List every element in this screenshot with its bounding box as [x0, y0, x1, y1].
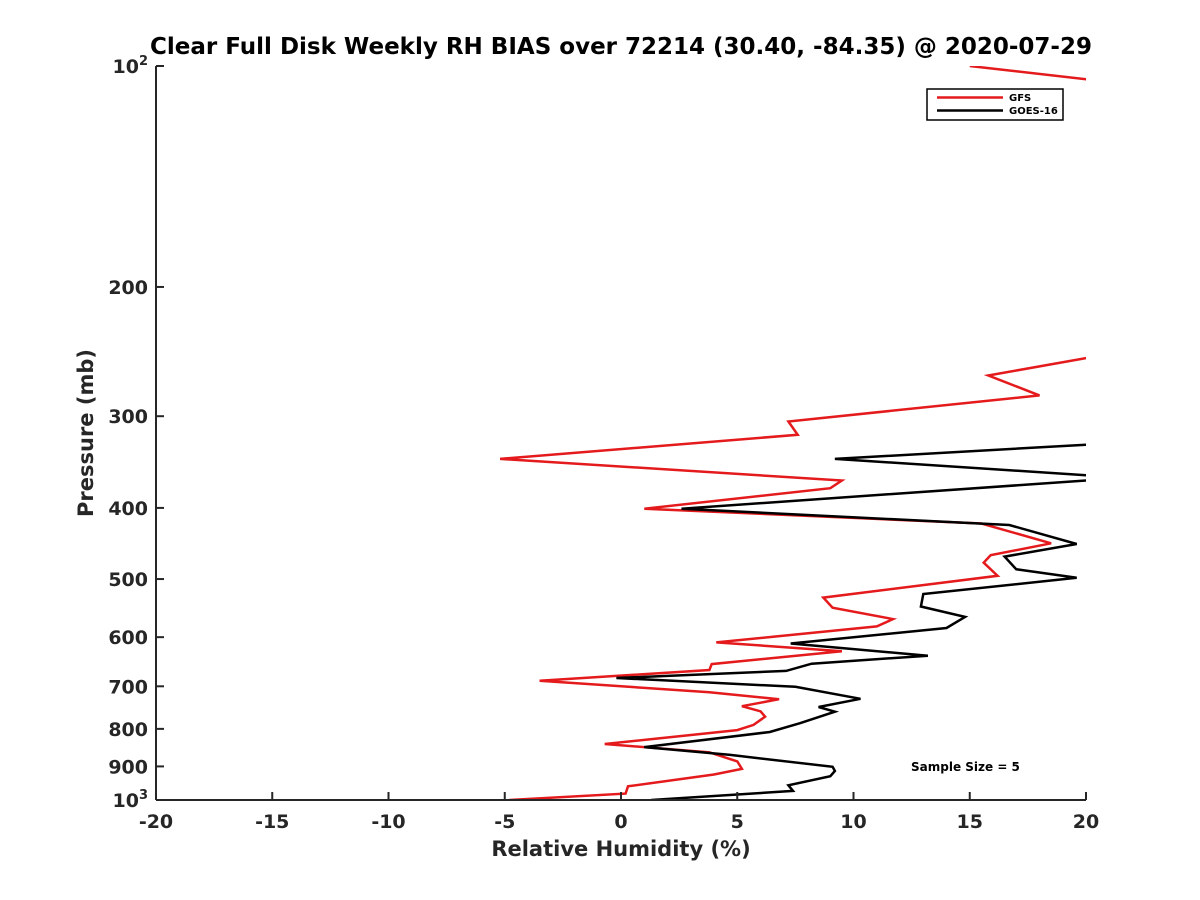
sample-size-annotation: Sample Size = 5 — [911, 760, 1020, 774]
x-tick-label: -10 — [371, 811, 405, 833]
legend-label-goes-16: GOES-16 — [1009, 106, 1058, 117]
y-tick-label: 200 — [108, 277, 148, 299]
y-tick-label: 103 — [113, 788, 149, 812]
y-tick-label: 700 — [108, 676, 148, 698]
legend: GFS GOES-16 — [926, 88, 1064, 121]
y-tick-exponent: 3 — [139, 788, 148, 803]
y-tick-label: 500 — [108, 569, 148, 591]
x-tick-label: 20 — [1073, 811, 1099, 833]
x-tick-label: 10 — [840, 811, 866, 833]
axes — [155, 66, 1086, 801]
y-tick-label: 900 — [108, 756, 148, 778]
x-tick-label: -15 — [255, 811, 289, 833]
x-tick-label: -20 — [139, 811, 173, 833]
y-tick-base: 10 — [113, 56, 139, 78]
x-tick-label: 0 — [614, 811, 627, 833]
legend-label-gfs: GFS — [1009, 93, 1031, 104]
x-axis-label: Relative Humidity (%) — [491, 837, 750, 861]
y-tick-label: 102 — [113, 54, 149, 78]
x-tick-label: 15 — [957, 811, 983, 833]
y-tick-base: 10 — [113, 790, 139, 812]
x-ticks: -20 -15 -10 -5 0 5 10 15 20 — [139, 792, 1099, 833]
chart-title: Clear Full Disk Weekly RH BIAS over 7221… — [150, 34, 1092, 60]
y-tick-exponent: 2 — [139, 54, 148, 69]
series-line-gfs — [499, 66, 1086, 800]
y-axis-label: Pressure (mb) — [74, 349, 98, 517]
legend-box — [926, 88, 1064, 121]
x-tick-label: 5 — [731, 811, 744, 833]
series-line-goes-16 — [616, 443, 1086, 800]
y-tick-label: 400 — [108, 498, 148, 520]
y-tick-label: 300 — [108, 406, 148, 428]
y-tick-label: 600 — [108, 627, 148, 649]
y-tick-label: 800 — [108, 719, 148, 741]
series-layer — [499, 66, 1086, 800]
x-tick-label: -5 — [494, 811, 515, 833]
